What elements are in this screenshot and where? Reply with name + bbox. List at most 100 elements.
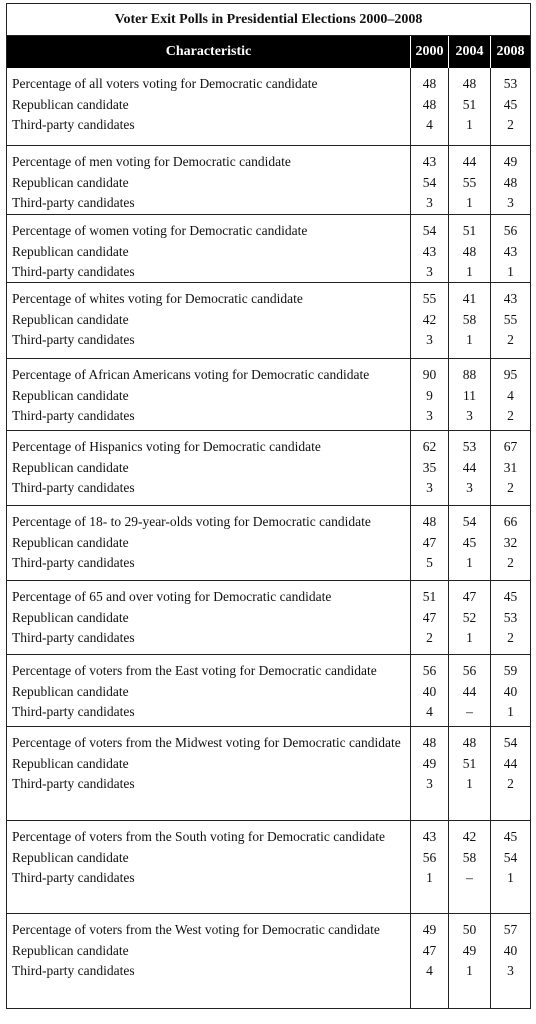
value: 4 — [426, 117, 433, 132]
value: 48 — [462, 243, 477, 259]
value: 43 — [422, 243, 437, 259]
value: 48 — [422, 76, 437, 91]
value: 95 — [503, 367, 518, 382]
value: 4 — [426, 963, 433, 978]
value: 57 — [503, 922, 518, 937]
cell-y2004: 47 52 1 — [448, 581, 490, 654]
table-row: Percentage of voters from the West votin… — [7, 913, 530, 1008]
cell-y2000: 54 43 3 — [410, 215, 448, 282]
value: 58 — [462, 311, 477, 327]
value: 44 — [462, 683, 477, 699]
value: 3 — [507, 963, 514, 978]
value: 44 — [462, 154, 477, 169]
row-label: Percentage of men voting for Democratic … — [12, 154, 291, 169]
row-label: Third-party candidates — [12, 408, 135, 423]
cell-y2000: 55 42 3 — [410, 283, 448, 358]
row-label: Republican candidate — [12, 174, 129, 190]
value: 48 — [422, 96, 437, 112]
value: 47 — [462, 589, 477, 604]
value: 42 — [462, 829, 477, 844]
row-characteristic: Percentage of 18- to 29-year-olds voting… — [7, 506, 410, 580]
header-year-2004: 2004 — [448, 36, 490, 68]
row-label: Republican candidate — [12, 96, 129, 112]
value: 2 — [507, 630, 514, 645]
value: 53 — [503, 609, 518, 625]
row-label: Percentage of voters from the South voti… — [12, 829, 385, 844]
row-label: Third-party candidates — [12, 480, 135, 495]
table-row: Percentage of women voting for Democrati… — [7, 214, 530, 282]
cell-y2008: 43 55 2 — [490, 283, 530, 358]
value: 58 — [462, 849, 477, 865]
value: 47 — [422, 609, 437, 625]
row-characteristic: Percentage of voters from the South voti… — [7, 821, 410, 913]
row-label: Third-party candidates — [12, 963, 135, 978]
cell-y2008: 66 32 2 — [490, 506, 530, 580]
row-label: Percentage of 18- to 29-year-olds voting… — [12, 514, 371, 550]
value: 2 — [426, 630, 433, 645]
value: 49 — [422, 755, 437, 771]
value: 1 — [426, 870, 433, 885]
row-label: Third-party candidates — [12, 776, 135, 791]
cell-y2004: 48 51 1 — [448, 727, 490, 820]
row-label: Republican candidate — [12, 755, 129, 771]
table-row: Percentage of voters from the South voti… — [7, 820, 530, 913]
value: 11 — [463, 387, 476, 403]
cell-y2004: 50 49 1 — [448, 914, 490, 1008]
row-label: Percentage of voters from the West votin… — [12, 922, 380, 937]
value: 67 — [503, 439, 518, 454]
row-label: Third-party candidates — [12, 555, 135, 570]
value: 1 — [466, 963, 473, 978]
value: 2 — [507, 480, 514, 495]
value: 56 — [422, 849, 437, 865]
header-year-2008: 2008 — [490, 36, 530, 68]
table-body: Percentage of all voters voting for Demo… — [7, 68, 530, 1008]
value: 1 — [466, 555, 473, 570]
value: 3 — [466, 408, 473, 423]
cell-y2008: 45 54 1 — [490, 821, 530, 913]
value: 54 — [462, 514, 477, 529]
value: 1 — [507, 264, 514, 279]
cell-y2008: 57 40 3 — [490, 914, 530, 1008]
value: 62 — [422, 439, 437, 454]
row-characteristic: Percentage of women voting for Democrati… — [7, 215, 410, 282]
table-row: Percentage of voters from the East votin… — [7, 654, 530, 726]
value: 1 — [507, 704, 514, 719]
row-label: Third-party candidates — [12, 704, 135, 719]
cell-y2008: 53 45 2 — [490, 68, 530, 145]
row-characteristic: Percentage of Hispanics voting for Democ… — [7, 431, 410, 505]
value: 1 — [466, 195, 473, 210]
value: 35 — [422, 459, 437, 475]
value: 2 — [507, 332, 514, 347]
row-characteristic: Percentage of voters from the West votin… — [7, 914, 410, 1008]
cell-y2000: 48 47 5 — [410, 506, 448, 580]
cell-y2000: 48 49 3 — [410, 727, 448, 820]
cell-y2004: 88 11 3 — [448, 359, 490, 430]
cell-y2004: 51 48 1 — [448, 215, 490, 282]
cell-y2000: 62 35 3 — [410, 431, 448, 505]
row-label: Republican candidate — [12, 609, 129, 625]
cell-y2008: 56 43 1 — [490, 215, 530, 282]
cell-y2008: 49 48 3 — [490, 146, 530, 214]
table-row: Percentage of Hispanics voting for Democ… — [7, 430, 530, 505]
row-label: Republican candidate — [12, 243, 129, 259]
value: 48 — [422, 514, 437, 529]
value: 3 — [426, 408, 433, 423]
value: 1 — [466, 117, 473, 132]
value: 40 — [503, 683, 518, 699]
value: – — [466, 704, 473, 719]
cell-y2004: 41 58 1 — [448, 283, 490, 358]
cell-y2004: 53 44 3 — [448, 431, 490, 505]
row-label: Third-party candidates — [12, 117, 135, 132]
value: 42 — [422, 311, 437, 327]
value: 51 — [462, 223, 477, 238]
cell-y2000: 43 56 1 — [410, 821, 448, 913]
row-characteristic: Percentage of all voters voting for Demo… — [7, 68, 410, 145]
table-row: Percentage of voters from the Midwest vo… — [7, 726, 530, 820]
table-title: Voter Exit Polls in Presidential Electio… — [7, 4, 530, 36]
table-row: Percentage of African Americans voting f… — [7, 358, 530, 430]
value: 1 — [507, 870, 514, 885]
row-label: Third-party candidates — [12, 195, 135, 210]
row-characteristic: Percentage of African Americans voting f… — [7, 359, 410, 430]
value: 54 — [503, 849, 518, 865]
row-label: Percentage of women voting for Democrati… — [12, 223, 308, 238]
